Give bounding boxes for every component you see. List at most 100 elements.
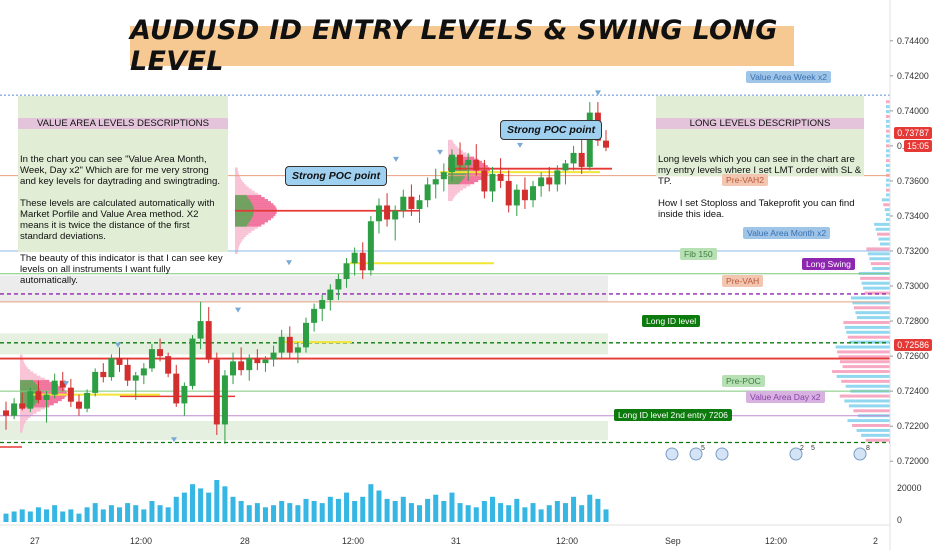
event-badge-count: 2 — [800, 445, 804, 452]
day-band — [0, 420, 608, 441]
last-price-tag: 0.73787 — [894, 127, 932, 139]
y-tick-label: 0.74200 — [897, 71, 929, 81]
volume-bar — [117, 507, 123, 522]
profile-bar-green — [20, 379, 34, 383]
volume-bar — [481, 501, 487, 522]
candle-body — [319, 300, 326, 309]
right-description-note: LONG LEVELS DESCRIPTIONS Long levels whi… — [656, 96, 864, 220]
candle-body — [473, 159, 480, 171]
profile-bar — [448, 177, 483, 181]
candle-body — [84, 392, 91, 409]
candle-body — [140, 368, 147, 376]
profile-bar — [20, 365, 27, 368]
volume-bar — [579, 505, 585, 522]
profile-bar-green — [448, 177, 464, 181]
volume-bar — [335, 498, 341, 522]
right-profile-bar — [872, 267, 890, 271]
profile-bar — [235, 251, 238, 254]
profile-bar — [235, 180, 243, 183]
volume-bar — [230, 496, 236, 522]
x-tick-label: 12:00 — [342, 536, 364, 546]
right-profile-bar — [867, 252, 890, 256]
x-tick-label: 31 — [451, 536, 461, 546]
volume-bar — [571, 496, 577, 522]
profile-bar — [448, 143, 456, 147]
profile-bar — [20, 405, 50, 408]
right-profile-bar — [856, 428, 890, 432]
profile-bar-green — [235, 194, 247, 198]
marker-triangle — [595, 90, 601, 96]
event-badge-count: 5 — [701, 445, 705, 452]
candle-body — [238, 361, 245, 371]
right-profile-bar — [861, 281, 890, 285]
profile-bar — [20, 411, 37, 414]
volume-bar — [3, 513, 9, 522]
label-long-swing: Long Swing — [802, 258, 855, 270]
right-profile-bar — [851, 296, 890, 300]
candle-body — [513, 189, 520, 206]
event-badge — [715, 447, 729, 461]
right-profile-bar — [886, 134, 890, 138]
volume-bar — [498, 503, 504, 522]
candle-body — [3, 410, 9, 416]
profile-bar — [448, 150, 463, 153]
right-profile-bar — [881, 198, 890, 202]
profile-bar — [20, 396, 65, 400]
candle-body — [408, 196, 415, 209]
y-tick-label: 0.72400 — [897, 386, 929, 396]
profile-bar — [448, 160, 483, 164]
profile-bar-green — [448, 165, 466, 168]
volume-bar — [222, 486, 228, 522]
marker-triangle — [517, 142, 523, 148]
right-profile-bar — [886, 144, 890, 148]
profile-bar — [20, 430, 23, 433]
volume-bar — [181, 492, 187, 522]
red-level-price-tag: 0.72586 — [894, 339, 932, 351]
label-long-id-2nd-entry: Long ID level 2nd entry 7206 — [614, 409, 732, 421]
profile-bar-green — [235, 205, 254, 208]
right-profile-bar — [886, 183, 890, 187]
right-profile-bar — [839, 394, 890, 398]
y-tick-label: 0.73400 — [897, 211, 929, 221]
right-note-header: LONG LEVELS DESCRIPTIONS — [656, 118, 864, 129]
profile-bar — [448, 196, 454, 199]
volume-bar — [262, 507, 268, 522]
right-profile-bar — [886, 217, 890, 221]
right-profile-bar — [861, 433, 890, 437]
volume-bar — [392, 501, 398, 522]
profile-bar-green — [20, 381, 36, 385]
right-profile-bar — [832, 370, 890, 374]
profile-bar — [448, 148, 460, 151]
volume-bar — [108, 505, 114, 522]
right-profile-bar — [844, 325, 890, 329]
x-tick-label: 2 — [873, 536, 878, 546]
profile-bar — [20, 362, 25, 366]
right-profile-bar — [853, 306, 890, 310]
volume-bar — [465, 505, 471, 522]
profile-bar — [448, 181, 475, 185]
right-profile-bar — [866, 247, 890, 251]
y-tick-label: 0.73000 — [897, 281, 929, 291]
volume-bar — [295, 505, 301, 522]
marker-triangle — [171, 437, 177, 443]
right-profile-bar — [886, 168, 890, 172]
right-profile-bar — [847, 419, 890, 423]
profile-bar — [235, 230, 252, 233]
candle-body — [270, 352, 277, 360]
volume-bar — [133, 505, 139, 522]
profile-bar — [448, 194, 456, 197]
volume-bar — [554, 501, 560, 522]
label-value-area-month: Value Area Month x2 — [743, 227, 831, 239]
profile-bar — [20, 367, 29, 370]
x-tick-label: 12:00 — [765, 536, 787, 546]
right-profile-bar — [870, 262, 890, 266]
candle-body — [116, 357, 123, 365]
right-profile-bar — [884, 208, 890, 212]
profile-bar — [20, 384, 59, 387]
profile-bar — [448, 152, 467, 155]
marker-triangle — [286, 260, 292, 266]
profile-bar — [20, 379, 50, 383]
profile-bar — [20, 377, 45, 381]
profile-bar — [20, 358, 24, 362]
right-profile-bar — [852, 424, 890, 428]
